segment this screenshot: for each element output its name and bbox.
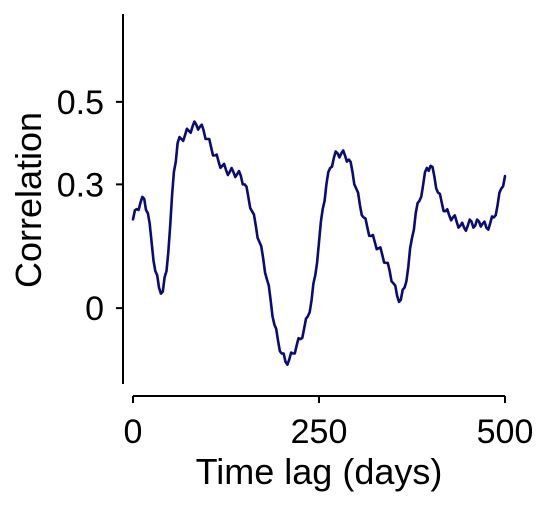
x-tick-label: 0 [124,413,143,451]
series-lines [131,120,507,366]
x-axis-label: Time lag (days) [196,451,443,492]
y-axis-label: Correlation [8,112,49,288]
y-tick-label: 0 [85,290,104,328]
series-line [131,120,507,366]
y-tick-label: 0.3 [57,166,104,204]
x-tick-label: 250 [291,413,348,451]
x-axis-ticks: 0 250 500 [124,396,534,451]
y-axis-ticks: 0 0.3 0.5 [57,84,123,328]
x-tick-label: 500 [477,413,534,451]
y-tick-label: 0.5 [57,84,104,122]
